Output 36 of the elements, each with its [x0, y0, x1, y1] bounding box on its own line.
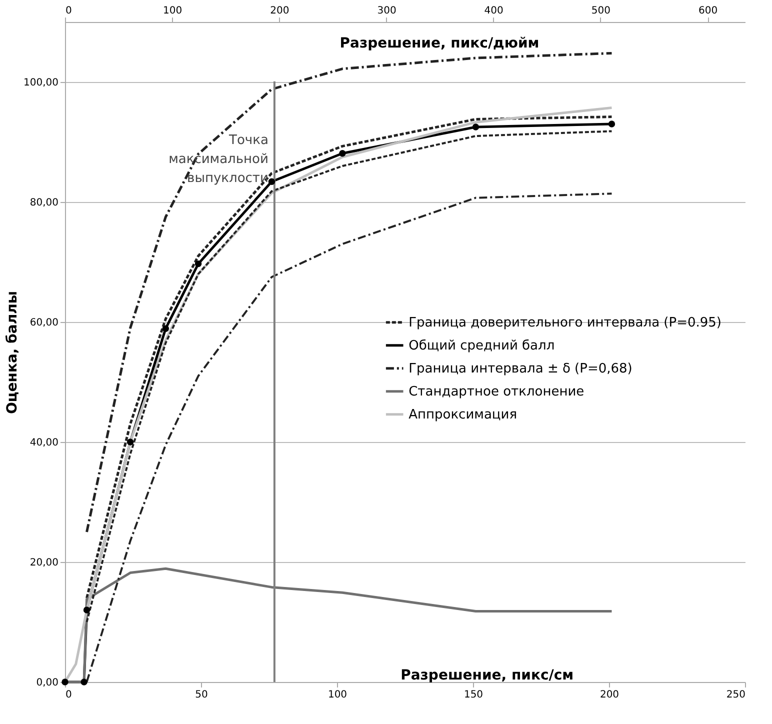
point — [268, 178, 276, 185]
x-tick-label: 50 — [195, 690, 208, 700]
legend-label: Граница доверительного интервала (P=0.95) — [408, 315, 722, 330]
x2-tick-label: 100 — [163, 6, 182, 16]
y-tick-label: 0,00 — [36, 678, 58, 688]
x2-axis-title: Разрешение, пикс/дюйм — [340, 36, 540, 52]
x-tick-label: 200 — [600, 690, 620, 700]
legend-label: Общий средний балл — [408, 338, 555, 354]
point — [339, 150, 346, 157]
y-tick-label: 80,00 — [30, 198, 58, 208]
x-tick-label: 0 — [66, 690, 72, 700]
x2-tick-label: 200 — [270, 6, 290, 16]
x-tick-label: 100 — [328, 690, 348, 700]
x-axis-title: Разрешение, пикс/см — [400, 668, 574, 684]
x-tick-label: 250 — [726, 690, 746, 700]
point — [83, 606, 90, 614]
legend-label: Аппроксимация — [408, 407, 518, 422]
y-tick-label: 100,00 — [24, 78, 58, 88]
x2-tick-label: 500 — [591, 6, 610, 16]
point — [80, 678, 88, 686]
y-tick-label: 20,00 — [30, 558, 58, 568]
x2-tick-label: 300 — [377, 6, 396, 16]
x-tick-label: 150 — [464, 690, 484, 700]
y-tick-label: 40,00 — [30, 438, 58, 448]
point — [194, 260, 202, 268]
y-axis-title: Оценка, баллы — [4, 291, 21, 414]
point — [472, 124, 480, 130]
point — [126, 438, 134, 446]
point — [608, 120, 616, 128]
x2-tick-label: 600 — [698, 6, 718, 16]
x2-tick-label: 0 — [66, 6, 72, 16]
point — [162, 325, 169, 332]
legend-label: Стандартное отклонение — [408, 384, 584, 400]
x2-tick-label: 400 — [484, 6, 504, 16]
y-tick-label: 60,00 — [30, 318, 58, 328]
legend-label: Граница интервала ± δ (P=0,68) — [408, 361, 632, 376]
